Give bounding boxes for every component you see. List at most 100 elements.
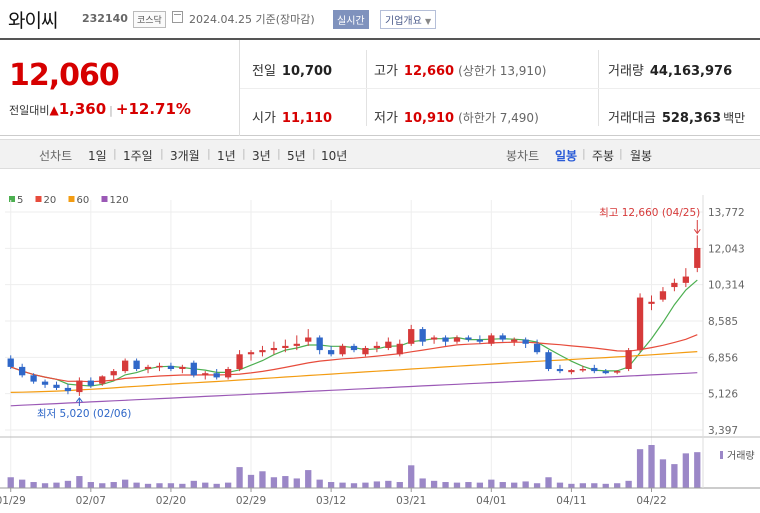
divider: | [242, 147, 246, 160]
candle-body [236, 354, 243, 370]
candle-body [682, 276, 689, 283]
volume-bar [305, 470, 312, 488]
divider: | [619, 147, 623, 160]
divider: | [277, 147, 281, 160]
volume: 거래량 44,163,976 [608, 60, 732, 79]
x-tick-label: 02/20 [156, 495, 186, 507]
volume-bar [133, 482, 140, 488]
divider: | [312, 147, 316, 160]
volume-bar [259, 471, 266, 488]
candle-body [327, 350, 335, 355]
company-overview-dropdown[interactable]: 기업개요 ▼ [380, 10, 437, 29]
amount-unit: 백만 [723, 111, 746, 125]
legend-label-120: 120 [110, 195, 129, 206]
candle-body [190, 362, 197, 376]
volume-bar [213, 483, 220, 488]
legend-label-60: 60 [77, 195, 90, 206]
volume-bar [167, 483, 175, 488]
volume-bar [362, 482, 369, 488]
company-overview-label: 기업개요 [385, 16, 422, 27]
high-label: 고가 [374, 64, 398, 79]
volume-bar [316, 479, 323, 488]
candle-monthly[interactable]: 월봉 [630, 149, 653, 163]
volume-bar [579, 483, 586, 488]
candle-body [87, 380, 94, 386]
volume-bar [545, 477, 552, 488]
candle-body [202, 373, 209, 376]
stock-name: 와이씨 [8, 10, 58, 32]
y-tick-label: 12,043 [708, 243, 745, 255]
period-1y[interactable]: 1년 [217, 149, 236, 163]
current-price-panel: 12,060 전일대비▲1,360 | +12.71% [0, 40, 240, 136]
period-5y[interactable]: 5년 [287, 149, 306, 163]
volume-bar [339, 482, 346, 488]
volume-bar [396, 482, 403, 488]
min-annotation: 최저 5,020 (02/06) [37, 408, 132, 420]
volume-bar [373, 481, 381, 488]
candle-body [30, 375, 37, 382]
volume-bar [53, 482, 60, 488]
candle-body [64, 387, 72, 392]
y-tick-label: 13,772 [708, 207, 745, 219]
period-10y[interactable]: 10년 [321, 149, 348, 163]
candle-weekly[interactable]: 주봉 [592, 149, 615, 163]
volume-bar [453, 482, 461, 488]
volume-label: 거래량 [608, 64, 644, 79]
line-chart-title: 선차트 [39, 149, 73, 163]
price-change: 전일대비▲1,360 | +12.71% [9, 100, 191, 118]
low-price: 저가 10,910 (하한가 7,490) [374, 107, 539, 126]
x-tick-label: 04/11 [556, 495, 586, 507]
period-3y[interactable]: 3년 [252, 149, 271, 163]
volume-bar [614, 483, 621, 488]
period-3m[interactable]: 3개월 [170, 149, 200, 163]
candle-body [430, 337, 438, 340]
base-date: 2024.04.25 기준(장마감) [189, 13, 315, 26]
candle-body [53, 384, 60, 388]
volume-bar [224, 482, 232, 488]
price-summary: 12,060 전일대비▲1,360 | +12.71% 전일 10,700 시가 11,… [0, 38, 760, 136]
candle-chart-title: 봉차트 [506, 149, 540, 163]
candle-body [385, 341, 392, 348]
divider: | [582, 147, 586, 160]
min-arrow-icon [75, 397, 83, 403]
candlestick-chart[interactable]: 5 20 60 120 거래량 13,772 12,043 10,314 8,585 6,85… [0, 185, 760, 513]
candle-body [122, 360, 129, 372]
legend-swatch-5 [9, 196, 15, 202]
volume-bar [659, 459, 667, 488]
change-value: 1,360 [58, 100, 107, 118]
volume-bar [694, 452, 701, 488]
x-tick-label: 02/29 [236, 495, 266, 507]
volume-bar [87, 482, 94, 488]
candle-body [247, 352, 255, 355]
volume-bar [144, 483, 152, 488]
divider: | [113, 147, 117, 160]
y-tick-label: 3,397 [708, 425, 738, 437]
volume-bar [350, 483, 358, 488]
realtime-button[interactable]: 실시간 [333, 10, 369, 29]
candle-body [488, 335, 495, 344]
divider [240, 88, 760, 89]
volume-bar [202, 482, 209, 488]
volume-bar [236, 467, 243, 488]
y-tick-label: 6,856 [708, 352, 738, 364]
candle-body [213, 373, 220, 378]
volume-legend-swatch [720, 451, 723, 459]
volume-bar [99, 483, 106, 488]
current-price: 12,060 [9, 58, 120, 93]
candle-daily[interactable]: 일봉 [555, 149, 578, 163]
candle-body [156, 365, 163, 368]
volume-bar [648, 445, 655, 488]
ma-line-120 [10, 372, 698, 407]
period-1d[interactable]: 1일 [88, 149, 107, 163]
candle-body [556, 369, 564, 372]
prev-close-label: 전일 [252, 64, 276, 79]
period-1w[interactable]: 1주일 [123, 149, 153, 163]
x-tick-label: 03/21 [396, 495, 426, 507]
candle-body [476, 339, 484, 342]
open-label: 시가 [252, 111, 276, 126]
candle-body [259, 350, 266, 353]
candle-body [293, 343, 300, 346]
stock-code: 232140 [82, 12, 128, 25]
candle-body [110, 371, 117, 376]
legend-label-20: 20 [44, 195, 57, 206]
